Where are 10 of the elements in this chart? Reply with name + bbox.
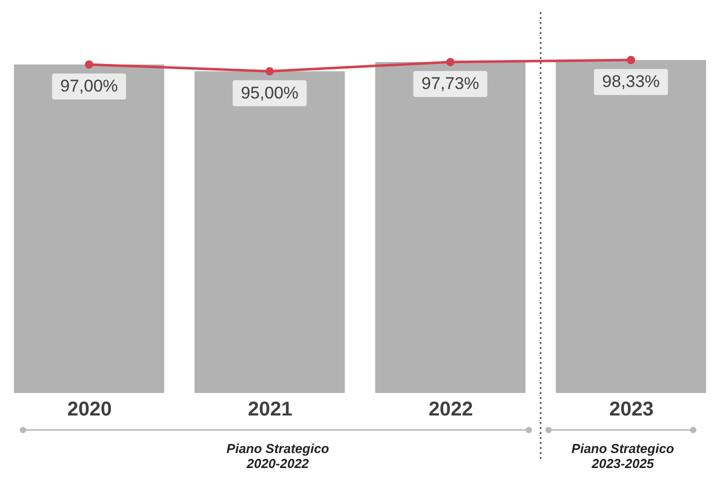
data-label: 98,33% [602,72,660,91]
x-tick-label: 2023 [609,398,654,420]
x-tick-label: 2020 [67,398,112,420]
data-label: 97,00% [60,76,118,96]
data-label: 97,73% [421,74,480,94]
text: Piano Strategico 2020-2022 [226,441,330,471]
text: Piano Strategico 2023-2025 [572,441,674,471]
data-label: 95,00% [240,83,299,102]
x-tick-label: 2022 [428,398,474,420]
x-tick-label: 2021 [248,398,292,420]
